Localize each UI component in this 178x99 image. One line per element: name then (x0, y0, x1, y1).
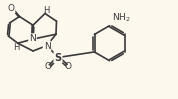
Text: S: S (54, 52, 62, 62)
Text: NH$_2$: NH$_2$ (112, 12, 131, 24)
Text: N: N (44, 41, 50, 50)
Text: O: O (45, 62, 52, 71)
Text: H: H (43, 6, 50, 15)
Text: O: O (7, 4, 14, 13)
Text: N: N (29, 34, 36, 43)
Text: H: H (14, 42, 20, 51)
Text: O: O (65, 62, 72, 71)
